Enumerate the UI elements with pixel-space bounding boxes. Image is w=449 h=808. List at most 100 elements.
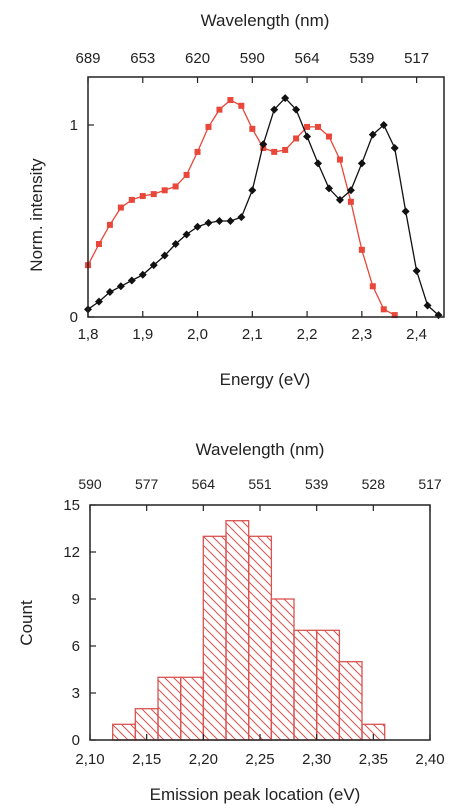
chart1-plot-frame <box>87 76 445 318</box>
chart2-y-tick-label: 6 <box>72 638 80 655</box>
chart2-top-tick-label: 551 <box>248 476 272 492</box>
chart1-series-1-point <box>303 132 312 141</box>
chart2-x-tick-label: 2,15 <box>132 751 161 768</box>
chart1-series-0-point <box>271 148 278 155</box>
peak-location-histogram: Wavelength (nm) 590 577 564 551 539 528 517 2,… <box>17 440 445 804</box>
chart2-top-axis: 590 577 564 551 539 528 517 <box>78 476 442 511</box>
chart1-top-tick-label: 517 <box>404 50 429 67</box>
chart1-series-1-point <box>259 140 268 149</box>
chart1-top-tick-label: 539 <box>349 50 374 67</box>
chart1-series-0-point <box>227 97 234 104</box>
chart2-x-tick-label: 2,20 <box>189 751 218 768</box>
chart2-histogram-bar <box>112 723 137 741</box>
chart1-x-tick-label: 2,2 <box>297 326 318 343</box>
chart1-series-0-point <box>380 306 387 313</box>
chart1-series-0-point <box>315 123 322 130</box>
chart2-y-tick-label: 9 <box>72 591 80 608</box>
chart1-series-1-point <box>346 186 355 195</box>
chart1-top-tick-label: 620 <box>185 50 210 67</box>
chart1-series-1-point <box>127 276 136 285</box>
chart1-series-1-point <box>379 121 388 129</box>
chart1-top-axis-title: Wavelength (nm) <box>201 11 330 30</box>
chart1-plot-area <box>84 94 443 320</box>
chart1-y-axis-title: Norm. intensity <box>27 158 46 272</box>
chart2-y-tick-label: 3 <box>72 685 80 702</box>
chart1-series-1-point <box>270 105 279 114</box>
chart1-top-axis: 689 653 620 590 564 539 517 <box>75 50 429 83</box>
chart1-series-0-point <box>139 193 146 200</box>
chart1-x-tick-label: 1,8 <box>78 326 99 343</box>
chart1-x-tick-label: 2,3 <box>351 326 372 343</box>
chart1-series-1-point <box>401 207 410 216</box>
chart2-top-tick-label: 590 <box>78 476 102 492</box>
chart1-x-tick-label: 1,9 <box>132 326 153 343</box>
chart1-series-1-point <box>182 230 191 239</box>
chart1-y-tick-label: 1 <box>70 117 78 134</box>
chart2-left-axis: 0 3 6 9 12 15 <box>63 497 96 749</box>
chart2-histogram-bar <box>180 676 205 741</box>
chart2-histogram-bar <box>225 520 250 741</box>
chart1-series-1-point <box>160 251 169 260</box>
chart2-x-tick-label: 2,35 <box>359 751 388 768</box>
chart2-y-tick-label: 0 <box>72 732 80 749</box>
chart2-bottom-axis: 2,10 2,15 2,20 2,25 2,30 2,35 2,40 <box>75 734 445 768</box>
chart1-series-0-point <box>293 135 300 142</box>
chart1-series-0-point <box>205 123 212 130</box>
chart1-series-0-point <box>117 204 124 211</box>
chart1-series-0-point <box>172 183 179 190</box>
chart1-series-0-point <box>358 246 365 253</box>
chart2-histogram-bar <box>270 598 295 741</box>
chart1-series-0-point <box>336 156 343 163</box>
chart1-series-1-point <box>248 186 257 195</box>
chart2-top-tick-label: 528 <box>362 476 386 492</box>
chart1-series-1-point <box>215 217 224 225</box>
chart2-top-tick-label: 539 <box>305 476 329 492</box>
chart1-series-1-fit-line <box>87 97 439 316</box>
chart2-x-tick-label: 2,30 <box>302 751 331 768</box>
chart2-x-axis-title: Emission peak location (eV) <box>150 785 361 804</box>
chart1-series-1-point <box>138 270 147 279</box>
chart2-histogram-bar <box>157 676 182 741</box>
chart2-x-tick-label: 2,25 <box>245 751 274 768</box>
chart1-series-0-point <box>95 241 102 248</box>
chart1-series-0-point <box>216 106 223 113</box>
chart1-x-axis-title: Energy (eV) <box>220 370 311 389</box>
chart1-series-1-point <box>423 301 432 310</box>
chart1-x-tick-label: 2,1 <box>242 326 263 343</box>
chart1-top-tick-label: 653 <box>130 50 155 67</box>
chart2-x-tick-label: 2,10 <box>75 751 104 768</box>
chart1-series-0-point <box>304 123 311 130</box>
chart1-series-1-point <box>237 213 246 222</box>
chart2-top-tick-label: 564 <box>192 476 216 492</box>
chart2-x-tick-label: 2,40 <box>415 751 444 768</box>
chart1-series-0-point <box>128 196 135 203</box>
chart1-series-1-point <box>105 288 114 297</box>
chart1-top-tick-label: 564 <box>295 50 320 67</box>
chart2-y-tick-label: 12 <box>63 544 80 561</box>
chart1-series-0-point <box>282 146 289 153</box>
chart1-top-tick-label: 689 <box>75 50 100 67</box>
chart1-x-tick-label: 2,0 <box>187 326 208 343</box>
chart1-series-1-point <box>116 282 125 291</box>
chart1-series-1-point <box>324 184 333 193</box>
chart1-x-tick-label: 2,4 <box>406 326 427 343</box>
chart1-series-0-point <box>106 221 113 228</box>
chart1-series-1-point <box>314 159 323 168</box>
chart1-series-0-point <box>369 283 376 290</box>
chart1-series-1-point <box>281 94 290 103</box>
chart1-series-1-point <box>292 105 301 114</box>
chart1-series-1-point <box>226 217 235 225</box>
chart2-histogram-bar <box>316 629 341 741</box>
chart1-series-1-point <box>368 130 377 139</box>
chart1-series-1-point <box>390 144 399 153</box>
chart1-series-1-point <box>357 159 366 168</box>
chart2-histogram-bar <box>293 629 318 741</box>
chart1-series-0-point <box>238 102 245 109</box>
chart1-bottom-axis: 1,8 1,9 2,0 2,1 2,2 2,3 2,4 <box>78 311 427 343</box>
emission-spectra-chart: Wavelength (nm) 689 653 620 590 564 539 517 1,… <box>27 11 445 389</box>
chart2-histogram-bar <box>338 661 363 741</box>
chart2-histogram-bar <box>202 535 227 741</box>
chart1-series-0-point <box>391 312 398 319</box>
chart1-series-0-point <box>249 125 256 132</box>
